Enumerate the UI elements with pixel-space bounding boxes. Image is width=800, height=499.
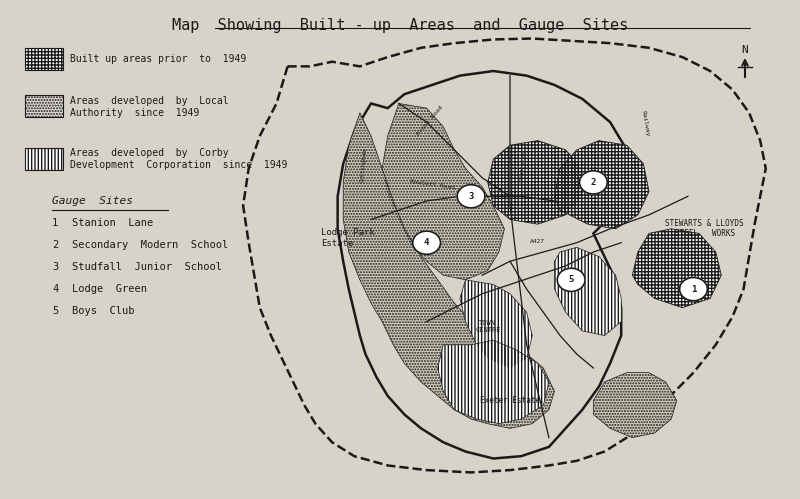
Text: 4: 4 — [424, 238, 430, 247]
Text: Map  Showing  Built - up  Areas  and  Gauge  Sites: Map Showing Built - up Areas and Gauge S… — [172, 18, 628, 33]
Bar — [25, 48, 63, 70]
Text: A427: A427 — [530, 239, 545, 244]
Text: Studfall  Junior  School: Studfall Junior School — [72, 262, 222, 272]
Text: Areas  developed  by  Local: Areas developed by Local — [70, 96, 229, 106]
Polygon shape — [554, 248, 621, 335]
Text: Corporation: Corporation — [518, 149, 526, 184]
Text: Brook Road: Brook Road — [415, 105, 443, 137]
Text: Exeter Estate: Exeter Estate — [480, 396, 540, 405]
Text: Areas  developed  by  Corby: Areas developed by Corby — [70, 148, 229, 158]
Text: 5: 5 — [569, 275, 574, 284]
Circle shape — [413, 231, 441, 254]
Text: Cottingham: Cottingham — [360, 148, 368, 184]
Text: N: N — [742, 45, 748, 55]
Bar — [25, 148, 63, 170]
Polygon shape — [554, 141, 649, 229]
Text: Boys  Club: Boys Club — [72, 306, 134, 316]
Polygon shape — [488, 141, 582, 224]
Text: Rowlett Road: Rowlett Road — [410, 179, 455, 190]
Text: 2: 2 — [52, 240, 58, 250]
Circle shape — [679, 277, 707, 301]
Circle shape — [558, 268, 585, 291]
Polygon shape — [632, 229, 722, 308]
Bar — [25, 48, 63, 70]
Text: Stanion  Lane: Stanion Lane — [72, 218, 154, 228]
Polygon shape — [343, 113, 554, 428]
Circle shape — [579, 171, 607, 194]
Text: 4: 4 — [52, 284, 58, 294]
Polygon shape — [460, 280, 532, 368]
Text: 2: 2 — [590, 178, 596, 187]
Text: Built up areas prior  to  1949: Built up areas prior to 1949 — [70, 54, 246, 64]
Text: 1: 1 — [690, 284, 696, 293]
Text: TOWN
CENTRE: TOWN CENTRE — [475, 320, 501, 333]
Bar — [25, 148, 63, 170]
Text: 1: 1 — [52, 218, 58, 228]
Text: STEWARTS & LLOYDS
STEEL   WORKS: STEWARTS & LLOYDS STEEL WORKS — [666, 219, 744, 239]
Text: 3: 3 — [52, 262, 58, 272]
Text: Railway: Railway — [641, 110, 650, 137]
Circle shape — [457, 185, 485, 208]
Bar — [25, 95, 63, 117]
Text: Secondary  Modern  School: Secondary Modern School — [72, 240, 228, 250]
Bar — [25, 95, 63, 117]
Text: Gauge  Sites: Gauge Sites — [52, 196, 133, 206]
Text: 3: 3 — [468, 192, 474, 201]
Text: Authority  since  1949: Authority since 1949 — [70, 108, 199, 118]
Text: Development  Corporation  since  1949: Development Corporation since 1949 — [70, 160, 287, 170]
Polygon shape — [382, 103, 505, 280]
Text: 5: 5 — [52, 306, 58, 316]
Text: Lodge  Green: Lodge Green — [72, 284, 147, 294]
Polygon shape — [594, 373, 677, 438]
Polygon shape — [438, 340, 549, 424]
Text: Lodge Park
Estate: Lodge Park Estate — [321, 229, 374, 248]
